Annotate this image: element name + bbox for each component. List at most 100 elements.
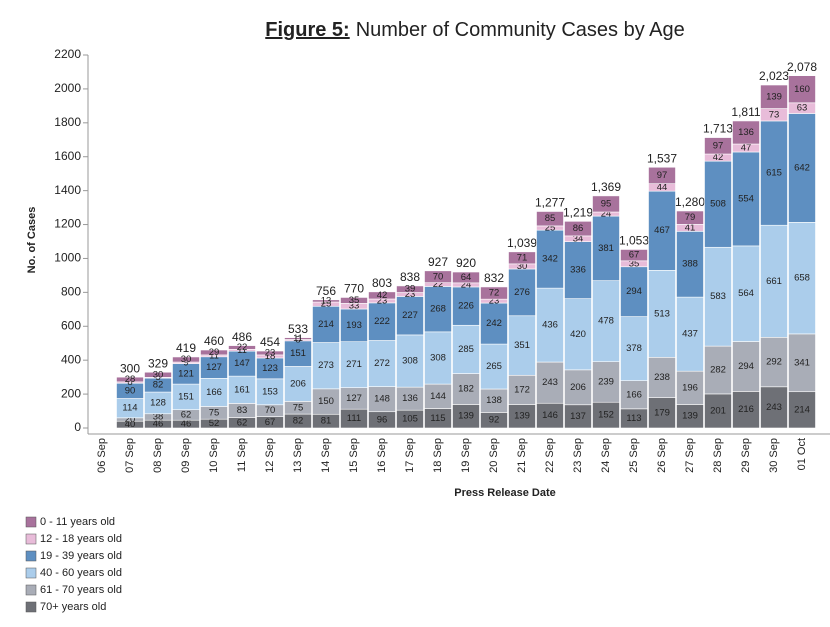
segment-label: 8 bbox=[127, 377, 132, 388]
segment-label: 127 bbox=[346, 393, 362, 404]
x-tick-label: 10 Sep bbox=[208, 438, 220, 473]
bar-segment bbox=[648, 356, 676, 398]
total-label: 454 bbox=[260, 335, 280, 349]
segment-label: 34 bbox=[573, 233, 584, 244]
x-tick-label: 07 Sep bbox=[124, 438, 136, 473]
total-label: 460 bbox=[204, 334, 224, 348]
bar-segment bbox=[788, 222, 816, 335]
x-tick-label: 26 Sep bbox=[656, 438, 668, 473]
bar-segment bbox=[424, 331, 452, 385]
bar-segment bbox=[508, 315, 536, 376]
bar-segment bbox=[732, 341, 760, 392]
segment-label: 144 bbox=[430, 391, 446, 402]
bar-segment bbox=[732, 120, 760, 145]
segment-label: 137 bbox=[570, 411, 586, 422]
total-label: 533 bbox=[288, 322, 308, 336]
x-tick-label: 21 Sep bbox=[516, 438, 528, 473]
bar-segment bbox=[676, 210, 704, 225]
segment-label: 153 bbox=[262, 386, 278, 397]
bar-segment bbox=[704, 160, 732, 248]
segment-label: 67 bbox=[629, 250, 640, 261]
segment-label: 478 bbox=[598, 316, 614, 327]
segment-label: 146 bbox=[542, 410, 558, 421]
segment-label: 193 bbox=[346, 320, 362, 331]
segment-label: 72 bbox=[489, 288, 500, 299]
segment-label: 11 bbox=[293, 333, 303, 344]
segment-label: 9 bbox=[183, 357, 188, 368]
segment-label: 83 bbox=[237, 405, 248, 416]
bar-segment bbox=[592, 401, 620, 429]
segment-label: 64 bbox=[461, 272, 472, 283]
x-tick-label: 28 Sep bbox=[712, 438, 724, 473]
segment-label: 23 bbox=[265, 347, 276, 358]
bar-segment bbox=[508, 268, 536, 317]
bar-segment bbox=[368, 340, 396, 387]
bar-segment bbox=[760, 386, 788, 429]
segment-label: 62 bbox=[237, 417, 248, 428]
total-label: 1,053 bbox=[619, 234, 649, 248]
segment-label: 11 bbox=[209, 350, 219, 361]
segment-label: 276 bbox=[514, 287, 530, 298]
bar-segment bbox=[284, 366, 312, 402]
total-label: 1,537 bbox=[647, 152, 677, 166]
chart-title-group: Figure 5: Number of Community Cases by Ag… bbox=[265, 19, 684, 41]
legend-swatch bbox=[25, 533, 37, 545]
segment-label: 160 bbox=[794, 84, 810, 95]
segment-label: 90 bbox=[125, 385, 136, 396]
bar-segment bbox=[228, 375, 256, 404]
segment-label: 13 bbox=[321, 295, 332, 306]
segment-label: 42 bbox=[713, 152, 724, 163]
bar-segment bbox=[732, 391, 760, 429]
x-tick-label: 20 Sep bbox=[488, 438, 500, 473]
segment-label: 46 bbox=[181, 419, 192, 430]
bar-segment bbox=[760, 224, 788, 338]
legend-label: 19 - 39 years old bbox=[40, 550, 122, 562]
segment-label: 30 bbox=[517, 261, 528, 272]
x-tick-label: 01 Oct bbox=[796, 438, 808, 470]
segment-label: 265 bbox=[486, 361, 502, 372]
y-tick-label: 200 bbox=[61, 386, 81, 400]
total-label: 927 bbox=[428, 255, 448, 269]
segment-label: 8 bbox=[295, 335, 300, 346]
segment-label: 268 bbox=[430, 304, 446, 315]
total-label: 1,280 bbox=[675, 195, 705, 209]
bar-segment bbox=[704, 246, 732, 347]
bar-segment bbox=[396, 285, 424, 293]
segment-label: 127 bbox=[206, 362, 222, 373]
segment-label: 40 bbox=[125, 419, 136, 430]
segment-label: 227 bbox=[402, 310, 418, 321]
segment-label: 22 bbox=[433, 279, 444, 290]
bar-segment bbox=[368, 386, 396, 413]
segment-label: 222 bbox=[374, 316, 390, 327]
bar-segment bbox=[704, 393, 732, 429]
x-tick-label: 06 Sep bbox=[96, 438, 108, 473]
bar-segment bbox=[536, 287, 564, 363]
bar-segment bbox=[284, 337, 312, 340]
segment-label: 172 bbox=[514, 384, 530, 395]
segment-label: 150 bbox=[318, 396, 334, 407]
bar-segment bbox=[788, 75, 816, 104]
segment-label: 583 bbox=[710, 291, 726, 302]
bar-segment bbox=[256, 350, 284, 356]
bar-segment bbox=[200, 349, 228, 356]
segment-label: 33 bbox=[349, 301, 360, 312]
x-tick-label: 24 Sep bbox=[600, 438, 612, 473]
total-label: 1,039 bbox=[507, 236, 537, 250]
total-label: 300 bbox=[120, 361, 140, 375]
segment-label: 75 bbox=[209, 407, 220, 418]
segment-label: 294 bbox=[738, 361, 754, 372]
legend-swatch bbox=[25, 584, 37, 596]
legend-label: 70+ years old bbox=[40, 601, 106, 613]
segment-label: 136 bbox=[402, 393, 418, 404]
bar-segment bbox=[452, 324, 480, 374]
bar-segment bbox=[648, 166, 676, 184]
x-tick-label: 13 Sep bbox=[292, 438, 304, 473]
y-tick-label: 800 bbox=[61, 285, 81, 299]
segment-label: 86 bbox=[573, 223, 584, 234]
segment-label: 308 bbox=[402, 356, 418, 367]
y-tick-label: 400 bbox=[61, 352, 81, 366]
segment-label: 97 bbox=[713, 140, 724, 151]
x-tick-label: 25 Sep bbox=[628, 438, 640, 473]
y-tick-label: 1400 bbox=[54, 183, 81, 197]
